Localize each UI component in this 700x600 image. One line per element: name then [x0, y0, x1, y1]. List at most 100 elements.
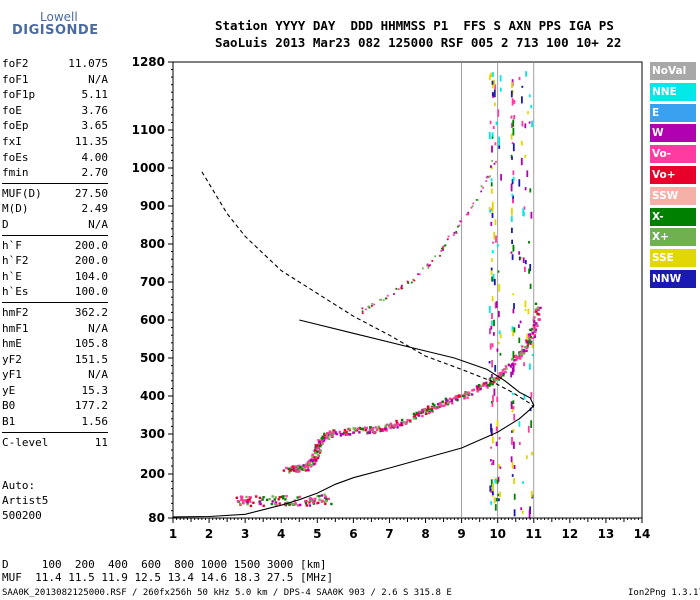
plot-frame: [172, 61, 643, 519]
interference-point: [518, 256, 521, 261]
echo-point: [292, 469, 296, 472]
echo-point: [380, 429, 383, 432]
echo-point: [361, 427, 364, 430]
echo-point: [455, 231, 458, 233]
echo-point: [500, 371, 503, 375]
echo-point: [431, 409, 434, 412]
param-row: h`F2 200.0: [2, 253, 108, 269]
echo-point: [314, 455, 317, 459]
echo-point: [294, 502, 297, 505]
param-separator: [2, 234, 108, 236]
interference-point: [492, 436, 494, 444]
echo-point: [458, 224, 461, 227]
x-tick-label: 12: [561, 527, 578, 541]
echo-point: [309, 459, 313, 462]
echo-point: [421, 408, 424, 412]
echo-point: [437, 406, 440, 409]
interference-point: [491, 360, 493, 368]
interference-point: [511, 156, 513, 160]
param-value: 100.0: [74, 285, 108, 299]
param-label: hmF1: [2, 321, 29, 335]
param-label: yE: [2, 383, 16, 397]
echo-point: [296, 465, 300, 469]
interference-point: [511, 81, 513, 88]
echo-point: [297, 467, 300, 470]
interference-point: [488, 131, 491, 140]
echo-point: [328, 434, 332, 437]
interference-point: [511, 437, 513, 445]
echo-point: [477, 388, 481, 392]
echo-point: [529, 328, 532, 331]
echo-point: [301, 468, 305, 471]
interference-point: [491, 402, 494, 407]
interference-point: [491, 313, 493, 319]
echo-point: [444, 402, 447, 405]
echo-point: [282, 495, 285, 498]
interference-point: [510, 154, 513, 158]
echo-point: [323, 434, 326, 437]
param-value: 15.3: [81, 383, 109, 397]
echo-point: [284, 498, 287, 501]
echo-point: [532, 327, 536, 331]
interference-point: [495, 441, 498, 447]
interference-point: [513, 477, 515, 485]
echo-point: [476, 387, 479, 391]
interference-point: [490, 489, 493, 494]
legend-item: NoVal: [650, 62, 696, 80]
echo-point: [332, 431, 335, 434]
interference-point: [498, 136, 500, 143]
echo-point: [467, 211, 470, 214]
echo-point: [418, 410, 421, 413]
interference-point: [513, 99, 516, 104]
echo-point: [413, 279, 416, 282]
interference-point: [513, 303, 515, 309]
param-value: 11: [94, 435, 108, 449]
interference-point: [491, 83, 494, 89]
echo-point: [305, 463, 308, 466]
echo-point: [335, 432, 338, 436]
interference-point: [523, 362, 525, 367]
echo-point: [296, 496, 299, 499]
echo-point: [467, 391, 470, 394]
interference-point: [510, 371, 513, 378]
param-value: 177.2: [74, 399, 108, 413]
echo-point: [418, 273, 421, 276]
echo-point: [378, 429, 382, 432]
echo-point: [434, 255, 437, 258]
param-row: hmF1 N/A: [2, 321, 108, 337]
echo-point: [262, 496, 265, 499]
param-label: D: [2, 217, 9, 231]
echo-point: [321, 442, 324, 445]
echo-point: [290, 502, 293, 506]
interference-point: [524, 154, 527, 158]
echo-point: [412, 416, 415, 420]
echo-point: [391, 425, 394, 429]
echo-point: [397, 288, 400, 291]
interference-point: [512, 198, 514, 204]
y-tick-label: 500: [140, 351, 165, 365]
echo-point: [455, 232, 458, 234]
echo-point: [375, 428, 379, 432]
echo-point: [368, 431, 372, 435]
echo-point: [385, 429, 388, 432]
interference-point: [513, 327, 516, 333]
interference-point: [510, 251, 513, 254]
echo-point: [414, 417, 417, 420]
interference-point: [493, 319, 495, 327]
echo-point: [241, 495, 244, 498]
echo-point: [308, 459, 311, 463]
interference-point: [527, 111, 529, 115]
interference-point: [510, 133, 513, 140]
echo-point: [533, 320, 536, 323]
echo-point: [471, 205, 474, 208]
echo-point: [518, 351, 521, 354]
param-value: N/A: [88, 368, 108, 382]
interference-point: [499, 466, 502, 469]
echo-point: [248, 498, 251, 501]
echo-point: [513, 359, 516, 362]
interference-point: [519, 320, 522, 324]
echo-point: [321, 435, 324, 438]
echo-point: [539, 306, 542, 310]
echo-point: [371, 429, 375, 432]
echo-point: [328, 431, 332, 435]
